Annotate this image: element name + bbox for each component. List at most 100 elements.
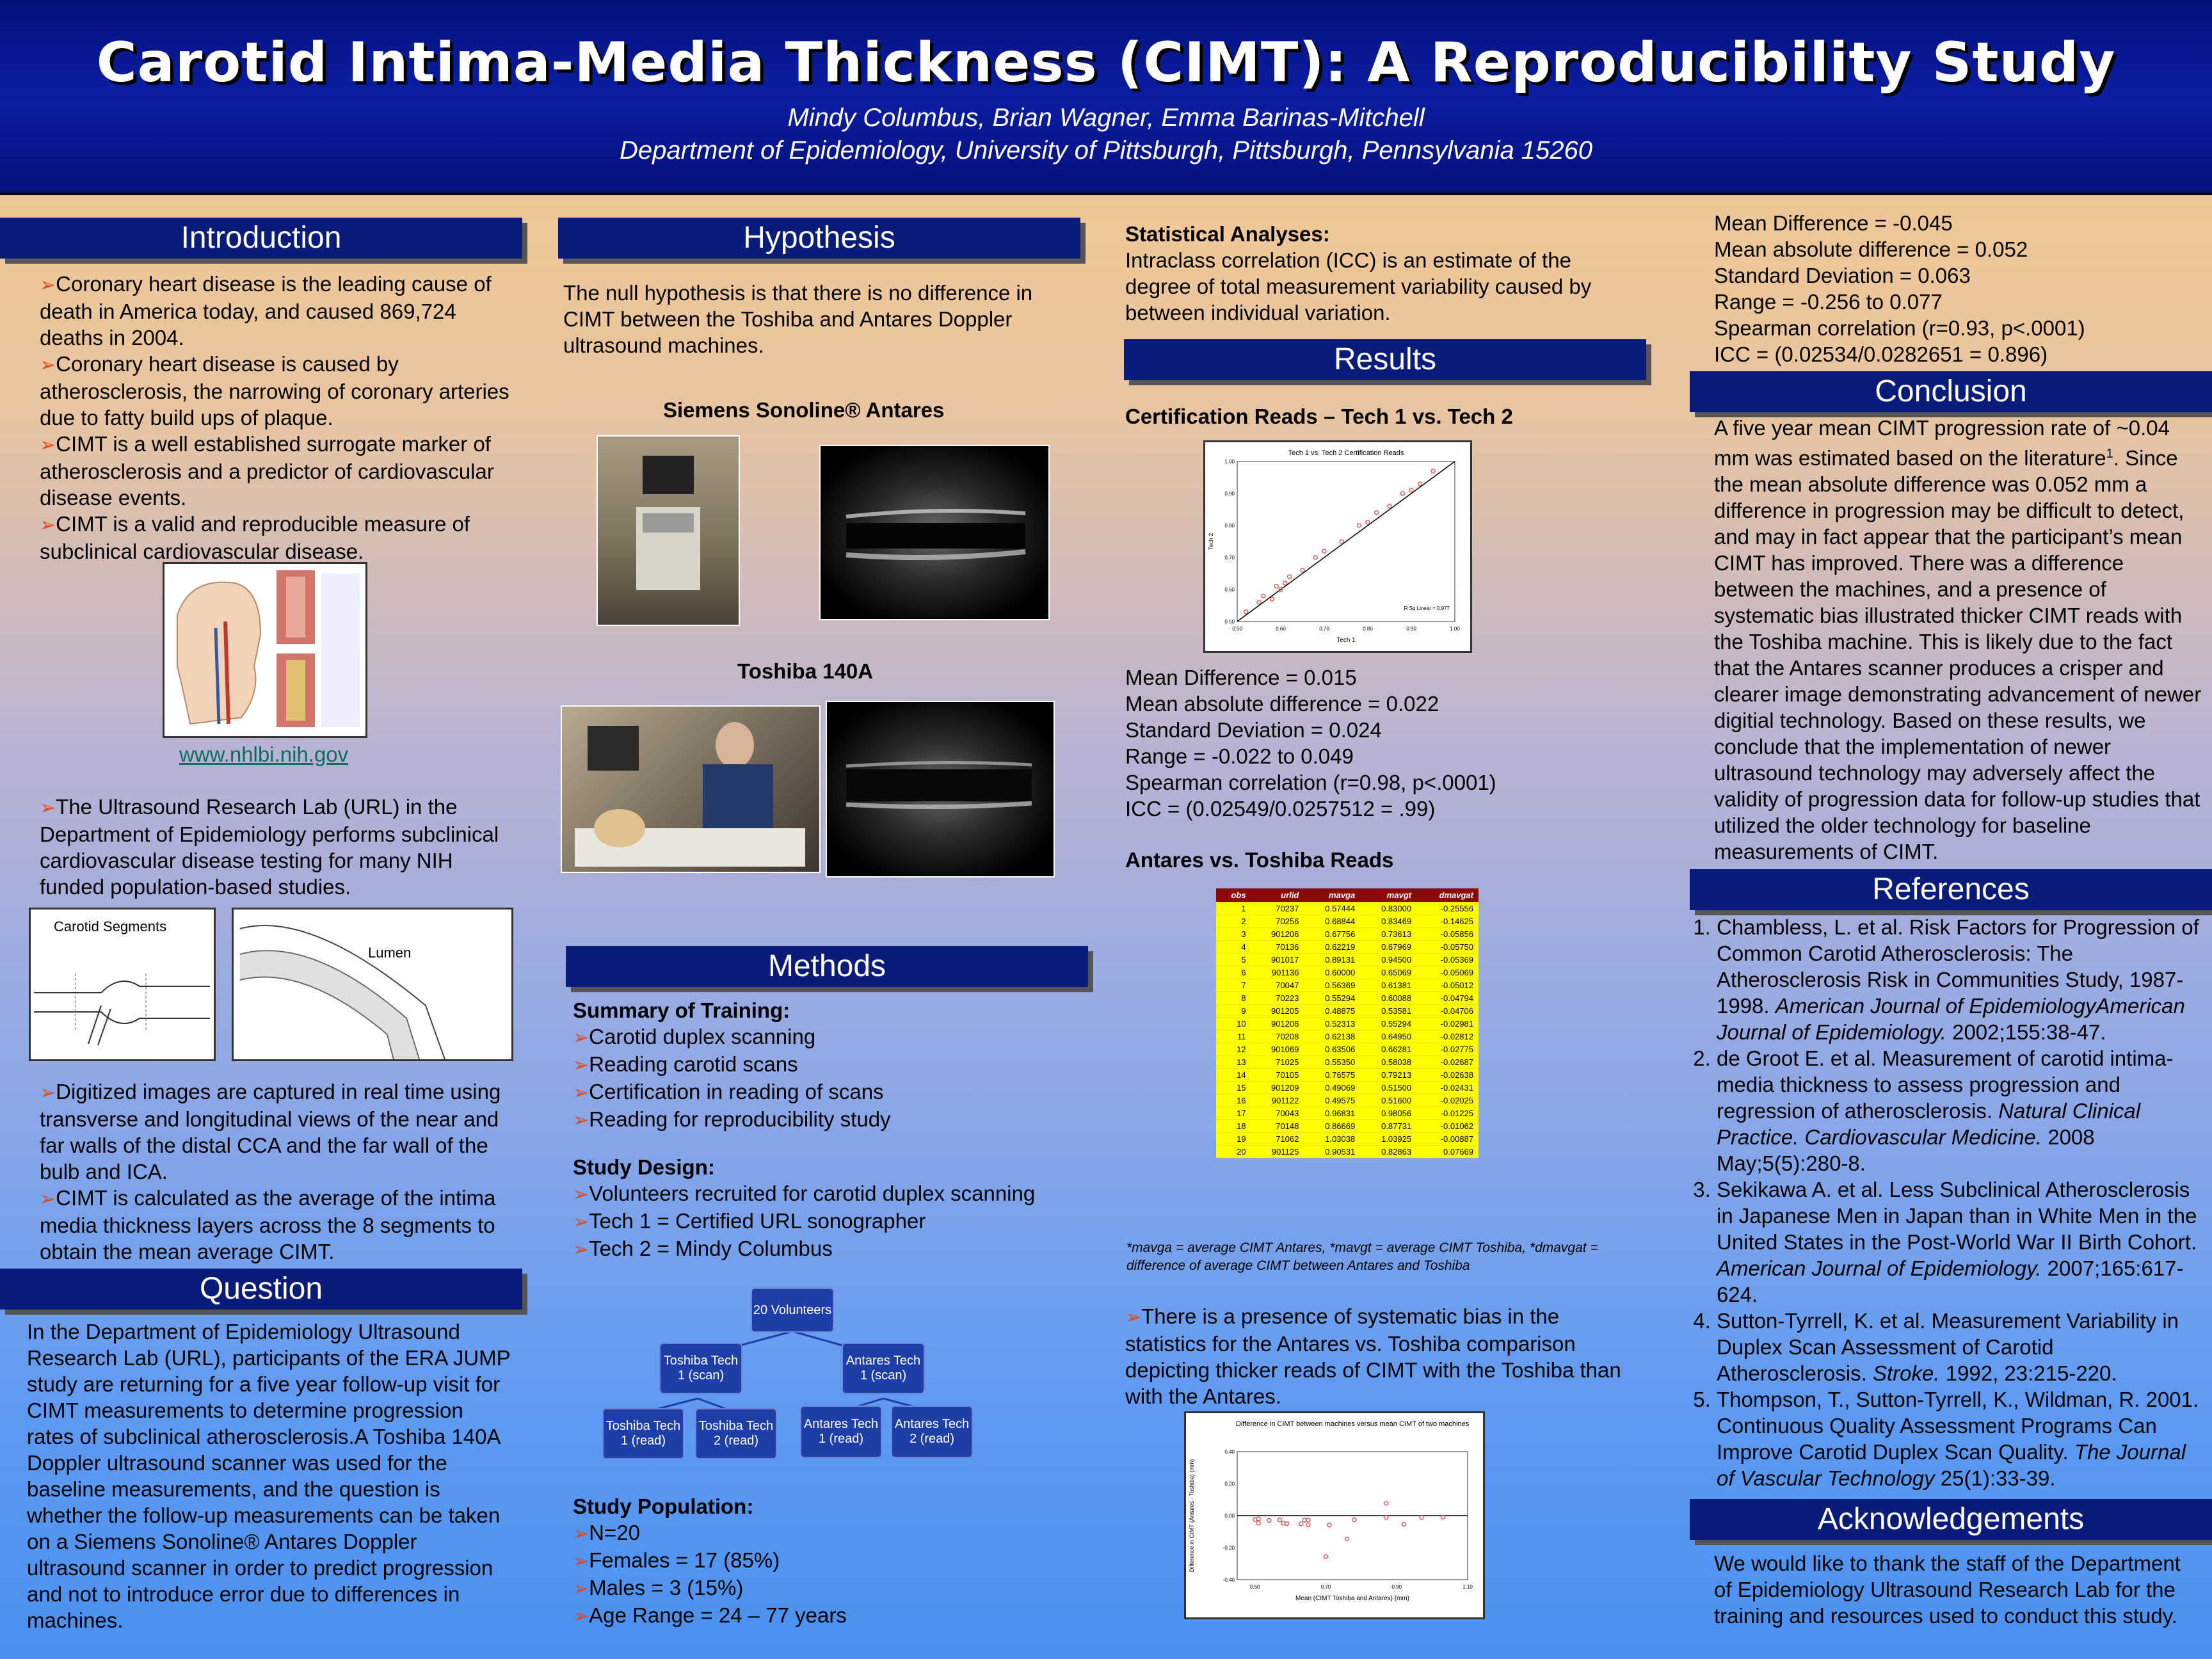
table-cell: -0.05369 (1416, 953, 1479, 966)
arrow-bullet-icon: ➢ (573, 1184, 589, 1205)
arrow-bullet-icon: ➢ (40, 355, 56, 376)
table-row: 20 901125 0.90531 0.82863 0.07669 (1216, 1145, 1479, 1158)
table-cell: 0.57444 (1304, 902, 1361, 915)
intro-bullet: ➢Coronary heart disease is caused by ath… (40, 352, 509, 429)
carotid-anatomy-illustration (163, 562, 367, 738)
flow-node-antares-tech1-read: Antares Tech 1 (read) (800, 1406, 882, 1458)
digitized-bullets: ➢Digitized images are captured in real t… (40, 1080, 501, 1263)
table-cell: 0.87731 (1360, 1119, 1417, 1133)
table-row: 6 901136 0.60000 0.65069 -0.05069 (1216, 966, 1479, 979)
ultrasound-scan-figure (846, 509, 1026, 560)
table-cell: -0.04794 (1416, 991, 1479, 1005)
table-row: 14 70105 0.76575 0.79213 -0.02638 (1216, 1068, 1479, 1082)
table-header-cell: obs (1216, 888, 1251, 902)
flow-node-volunteers: 20 Volunteers (751, 1288, 834, 1333)
data-point (1281, 1521, 1286, 1526)
y-tick-label: 1.00 (1224, 459, 1235, 465)
table-cell: 0.60000 (1304, 966, 1361, 979)
table-row: 16 901122 0.49575 0.51600 -0.02025 (1216, 1094, 1479, 1107)
data-point (1283, 581, 1288, 586)
reads-table-container: obs urlid mavga mavgt dmavgat 1 70237 0.57444 0… (1216, 888, 1479, 1158)
table-cell: 901122 (1251, 1094, 1304, 1107)
arrow-bullet-icon: ➢ (40, 797, 56, 819)
y-tick-label: 0.90 (1224, 491, 1235, 497)
y-tick-label: -0.20 (1223, 1545, 1235, 1551)
table-row: 9 901205 0.48875 0.53581 -0.04706 (1216, 1004, 1479, 1018)
hypothesis-heading: Hypothesis (558, 218, 1080, 259)
y-tick-label: 0.50 (1224, 619, 1235, 625)
table-cell: 0.82863 (1360, 1145, 1417, 1158)
arrow-bullet-icon: ➢ (573, 1551, 589, 1572)
data-point (1345, 1536, 1350, 1542)
table-cell: 13 (1216, 1055, 1251, 1069)
table-cell: 1.03925 (1360, 1132, 1417, 1146)
table-cell: 8 (1216, 991, 1251, 1005)
acknowledgements-heading: Acknowledgements (1690, 1499, 2212, 1540)
table-cell: 70136 (1251, 940, 1304, 954)
table-cell: 0.60088 (1360, 991, 1417, 1005)
table-cell: -0.05012 (1416, 979, 1479, 992)
antares-machine-photo (597, 435, 740, 626)
x-axis-label: Tech 1 (1336, 637, 1356, 644)
conclusion-heading: Conclusion (1690, 371, 2212, 412)
table-cell: 70047 (1251, 979, 1304, 992)
table-cell: 0.63506 (1304, 1043, 1361, 1056)
vessel-wall-figure (239, 925, 445, 1060)
table-row: 10 901208 0.52313 0.55294 -0.02981 (1216, 1017, 1479, 1030)
cert-reads-chart: Tech 1 vs. Tech 2 Certification Reads Tec… (1203, 440, 1472, 653)
table-cell: 901205 (1251, 1004, 1304, 1018)
table-cell: 0.55350 (1304, 1055, 1361, 1069)
table-cell: 0.76575 (1304, 1068, 1361, 1082)
data-point (1261, 593, 1266, 598)
table-row: 13 71025 0.55350 0.58038 -0.02687 (1216, 1055, 1479, 1069)
data-point (1243, 609, 1249, 614)
arrow-bullet-icon: ➢ (40, 1189, 56, 1210)
data-point (1267, 1518, 1272, 1523)
data-point (1431, 469, 1436, 474)
table-cell: 70105 (1251, 1068, 1304, 1082)
data-point (1278, 587, 1283, 592)
table-cell: 70223 (1251, 991, 1304, 1005)
results-heading: Results (1124, 339, 1646, 380)
table-cell: 70208 (1251, 1030, 1304, 1043)
table-cell: 16 (1216, 1094, 1251, 1107)
y-axis-label: Tech 2 (1208, 533, 1214, 550)
carotid-segments-diagram: Carotid Segments (29, 908, 216, 1061)
reference-item: Chambless, L. et al. Risk Factors for Pr… (1717, 914, 2202, 1045)
table-cell: 901125 (1251, 1145, 1304, 1158)
table-cell: 0.07669 (1416, 1145, 1479, 1158)
siemens-label: Siemens Sonoline® Antares (663, 398, 945, 422)
table-cell: 0.58038 (1360, 1055, 1417, 1069)
table-cell: 901209 (1251, 1081, 1304, 1094)
cert-reads-label: Certification Reads – Tech 1 vs. Tech 2 (1125, 405, 1513, 428)
nhlbi-link[interactable]: www.nhlbi.nih.gov (179, 742, 349, 766)
design-block: Study Design: ➢Volunteers recruited for … (573, 1155, 1036, 1260)
table-cell: 0.52313 (1304, 1017, 1361, 1030)
table-cell: 0.55294 (1360, 1017, 1417, 1030)
y-tick-label: 0.70 (1224, 555, 1235, 561)
table-cell: 0.62138 (1304, 1030, 1361, 1043)
table-cell: 20 (1216, 1145, 1251, 1158)
reads-table: obs urlid mavga mavgt dmavgat 1 70237 0.57444 0… (1216, 888, 1479, 1158)
table-cell: 0.90531 (1304, 1145, 1361, 1158)
data-point (1419, 1515, 1424, 1520)
data-point (1356, 523, 1362, 528)
table-row: 12 901069 0.63506 0.66281 -0.02775 (1216, 1043, 1479, 1056)
x-axis-label: Mean (CIMT Toshiba and Antares) (mm) (1295, 1595, 1409, 1602)
data-point (1383, 1501, 1389, 1506)
vessel-wall-diagram: Lumen (232, 908, 513, 1061)
table-cell: 0.86669 (1304, 1119, 1361, 1133)
table-cell: 0.68844 (1304, 915, 1361, 928)
x-tick-label: 0.90 (1391, 1584, 1402, 1590)
table-cell: -0.14625 (1416, 915, 1479, 928)
segments-figure (34, 974, 210, 1046)
table-cell: 0.83000 (1360, 902, 1417, 915)
data-point (1313, 555, 1318, 560)
flow-node-toshiba-scan: Toshiba Tech 1 (scan) (659, 1343, 742, 1394)
data-point (1401, 1521, 1406, 1527)
table-cell: 18 (1216, 1119, 1251, 1133)
reference-item: Sutton-Tyrrell, K. et al. Measurement Va… (1717, 1308, 2202, 1386)
table-row: 4 70136 0.62219 0.67969 -0.05750 (1216, 940, 1479, 954)
flow-node-toshiba-tech2-read: Toshiba Tech 2 (read) (695, 1408, 777, 1459)
table-cell: 0.62219 (1304, 940, 1361, 954)
